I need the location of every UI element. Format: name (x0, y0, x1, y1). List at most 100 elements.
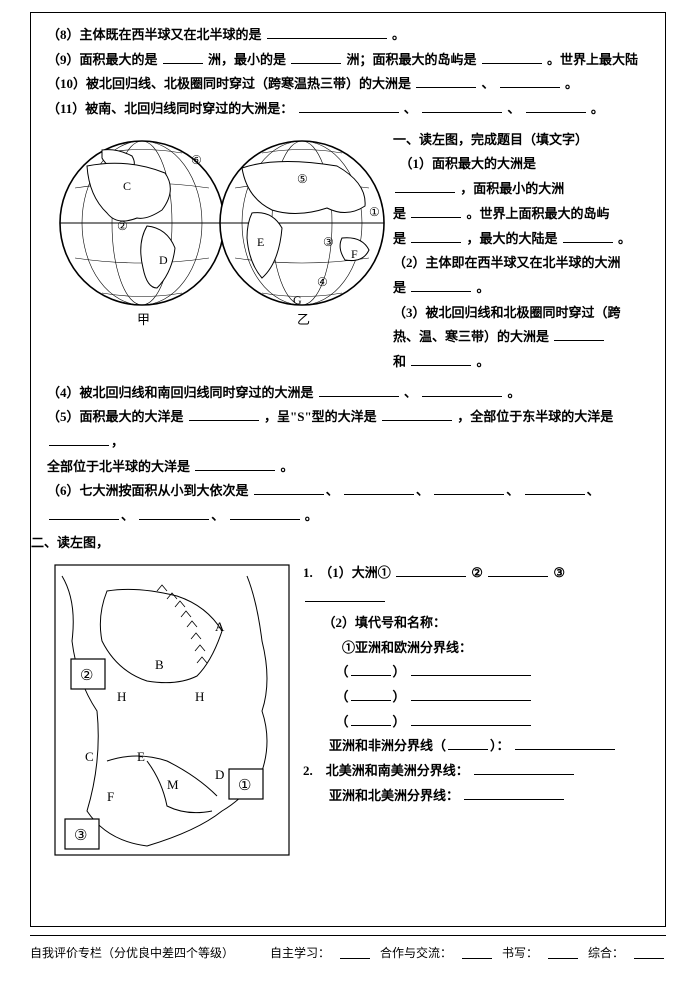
label-n5: ⑤ (297, 172, 308, 186)
s1q4: （4）被北回归线和南回归线同时穿过的大洲是 、 。 (47, 381, 649, 406)
svg-text:③: ③ (74, 828, 87, 844)
s1q3-line1: （3）被北回归线和北极圈同时穿过（跨 (393, 301, 649, 326)
s1q3b: 热、温、寒三带）的大洲是 (393, 329, 549, 344)
s2q3: 2. 北美洲和南美洲分界线： (303, 759, 649, 784)
s1q6-b4[interactable] (525, 481, 585, 495)
s2r1-name[interactable] (411, 662, 531, 676)
hemispheres-svg: C ② D ⑥ (47, 128, 387, 328)
s1q5c: ，全部位于东半球的大洋是 (457, 409, 613, 424)
s2q1-b1[interactable] (396, 563, 466, 577)
s2r3-code[interactable] (351, 712, 391, 726)
s1q1-line4: 是 ，最大的大陆是 。 (393, 227, 649, 252)
q9-d: 。世界上最大陆 (547, 52, 638, 67)
s1q1-blank2[interactable] (411, 204, 461, 218)
s1q1-blank4[interactable] (563, 229, 613, 243)
question-8: （8）主体既在西半球又在北半球的是 。 (47, 23, 649, 48)
label-A: A (215, 619, 225, 634)
q8-text: （8）主体既在西半球又在北半球的是 (47, 27, 262, 42)
label-E2: E (137, 749, 145, 764)
s1q1c: 是 (393, 206, 406, 221)
s2q3-blank[interactable] (474, 761, 574, 775)
label-n4: ④ (317, 275, 328, 289)
s2r2-code[interactable] (351, 687, 391, 701)
s1q3-blank1[interactable] (554, 327, 604, 341)
s1q3-blank2[interactable] (411, 352, 471, 366)
s2afr-name[interactable] (515, 736, 615, 750)
q9-b: 洲，最小的是 (208, 52, 286, 67)
s1-title: 一、读左图，完成题目（填文字） (393, 128, 649, 153)
s1q6-b1[interactable] (254, 481, 324, 495)
footer-a-blank[interactable] (340, 947, 370, 959)
s2r3-name[interactable] (411, 712, 531, 726)
q8-blank[interactable] (267, 25, 387, 39)
s1q5b: ，呈"S"型的大洋是 (264, 409, 377, 424)
s1q2-blank[interactable] (411, 278, 471, 292)
s2q2: （2）填代号和名称： (303, 611, 649, 636)
s2q1-b3[interactable] (305, 588, 385, 602)
s1q5a: （5）面积最大的大洋是 (47, 409, 184, 424)
q10-text: （10）被北回归线、北极圈同时穿过（跨寒温热三带）的大洲是 (47, 76, 411, 91)
q10-comma: 、 (482, 76, 495, 91)
q10-blank2[interactable] (500, 74, 560, 88)
s1q5-blank3[interactable] (49, 432, 109, 446)
footer-b-blank[interactable] (462, 947, 492, 959)
q9-c: 洲；面积最大的岛屿是 (347, 52, 477, 67)
s1q4-blank1[interactable] (319, 383, 399, 397)
s1q1-blank3[interactable] (411, 229, 461, 243)
label-C: C (123, 179, 131, 193)
box-3: ③ (65, 819, 99, 849)
content-border: （8）主体既在西半球又在北半球的是 。 （9）面积最大的是 洲，最小的是 洲；面… (30, 12, 666, 927)
footer-c-blank[interactable] (548, 947, 578, 959)
label-H1: H (117, 689, 126, 704)
label-M: M (167, 777, 179, 792)
s1q5d: 全部位于北半球的大洋是 (47, 459, 190, 474)
footer-b: 合作与交流： (380, 944, 452, 961)
q9-blank1[interactable] (163, 50, 203, 64)
label-n6: ⑥ (191, 153, 202, 167)
s1q6-line1: （6）七大洲按面积从小到大依次是 、 、 、 、 (47, 479, 649, 504)
s1q5-p: 。 (281, 459, 294, 474)
question-11: （11）被南、北回归线同时穿过的大洲是： 、 、 。 (47, 97, 649, 122)
q11-blank3[interactable] (526, 99, 586, 113)
label-F: F (351, 247, 358, 261)
footer-d-blank[interactable] (634, 947, 664, 959)
s2q1-b2[interactable] (488, 563, 548, 577)
s2q4-blank[interactable] (464, 786, 564, 800)
q9-blank2[interactable] (291, 50, 341, 64)
q11-blank2[interactable] (422, 99, 502, 113)
q10-period: 。 (565, 76, 578, 91)
s1q5-blank2[interactable] (382, 407, 452, 421)
q11-blank1[interactable] (299, 99, 399, 113)
s1q6-line2: 、 、 。 (47, 504, 649, 529)
s2r2-name[interactable] (411, 687, 531, 701)
s1q1-line2: ，面积最小的大洲 (393, 177, 649, 202)
label-jia: 甲 (137, 312, 150, 327)
s1q1b: ，面积最小的大洲 (460, 181, 564, 196)
region-map-svg: A B H H C E M D F ② ① (47, 561, 297, 861)
q10-blank1[interactable] (416, 74, 476, 88)
s1q6-text: （6）七大洲按面积从小到大依次是 (47, 483, 249, 498)
s1q3-line2: 热、温、寒三带）的大洲是 (393, 325, 649, 350)
svg-text:②: ② (80, 668, 93, 684)
globe-east: ⑤ ① ③ E ④ G F (220, 141, 384, 307)
footer-a: 自主学习： (270, 944, 330, 961)
s1q5-blank4[interactable] (195, 457, 275, 471)
s2q2-row2: （） (303, 685, 649, 710)
s2r1-code[interactable] (351, 662, 391, 676)
q11-period: 。 (591, 101, 604, 116)
s1q6-b2[interactable] (344, 481, 414, 495)
s1q6-p: 。 (305, 508, 318, 523)
s1q6-b6[interactable] (139, 506, 209, 520)
footer-d: 综合： (588, 944, 624, 961)
s1q1-blank1[interactable] (395, 179, 455, 193)
s1q6-b7[interactable] (230, 506, 300, 520)
q9-blank3[interactable] (482, 50, 542, 64)
s1q6-b5[interactable] (49, 506, 119, 520)
s1q6-b3[interactable] (434, 481, 504, 495)
s2afr-code[interactable] (448, 736, 488, 750)
s1q5-blank1[interactable] (189, 407, 259, 421)
s1q4-c: 、 (404, 385, 417, 400)
s1q3-line3: 和 。 (393, 350, 649, 375)
s2q2c: 亚洲和非洲分界线（）： (303, 734, 649, 759)
s1q4-blank2[interactable] (422, 383, 502, 397)
